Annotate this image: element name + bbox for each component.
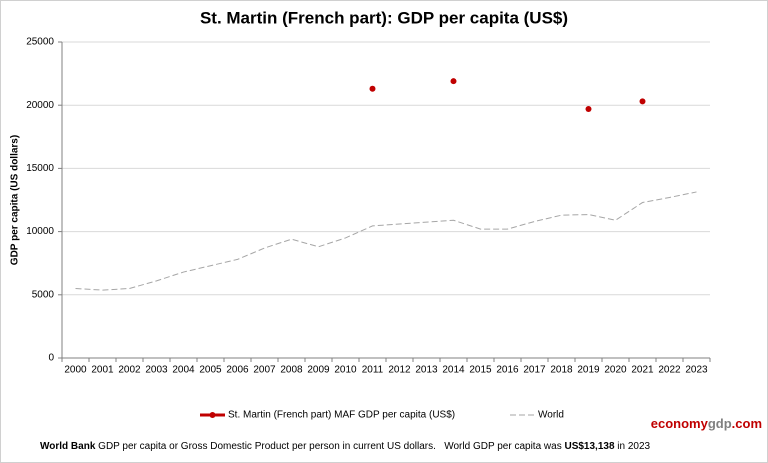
x-tick-label: 2004 [172,365,195,376]
brand-part: .com [732,416,762,431]
x-tick-label: 2012 [388,365,411,376]
y-tick-label: 10000 [26,226,54,237]
x-tick-label: 2001 [91,365,114,376]
x-tick-label: 2023 [685,365,708,376]
x-tick-label: 2018 [550,365,573,376]
y-axis-label: GDP per capita (US dollars) [10,135,21,265]
x-tick-label: 2017 [523,365,546,376]
x-tick-label: 2022 [658,365,681,376]
brand-part: economy [651,416,709,431]
x-tick-label: 2002 [118,365,141,376]
footnote-part: GDP per capita or Gross Domestic Product… [95,441,564,452]
data-point [450,78,457,85]
x-tick-label: 2006 [226,365,249,376]
legend-marker [209,412,216,418]
x-tick-label: 2014 [442,365,465,376]
brand-part: gdp [708,416,732,431]
x-tick-label: 2015 [469,365,492,376]
x-tick-label: 2009 [307,365,330,376]
footnote-part: World Bank [40,441,96,452]
data-point [585,105,592,112]
x-tick-label: 2021 [631,365,654,376]
legend-label: World [538,410,564,421]
y-tick-label: 25000 [26,37,54,48]
y-tick-label: 20000 [26,100,54,111]
footnote: World Bank GDP per capita or Gross Domes… [40,441,651,452]
x-tick-label: 2003 [145,365,168,376]
x-tick-label: 2011 [362,365,384,376]
y-tick-label: 5000 [32,289,55,300]
data-point [369,85,376,92]
x-tick-label: 2005 [199,365,222,376]
brand: economygdp.com [651,416,762,431]
chart-title: St. Martin (French part): GDP per capita… [200,8,568,27]
y-tick-label: 15000 [26,163,54,174]
footnote-part: in 2023 [615,441,651,452]
x-tick-label: 2013 [415,365,438,376]
footnote-part: US$13,138 [564,441,614,452]
x-tick-label: 2008 [280,365,303,376]
legend-label: St. Martin (French part) MAF GDP per cap… [228,410,455,421]
series-line [75,191,697,291]
x-tick-label: 2000 [64,365,87,376]
x-tick-label: 2010 [334,365,357,376]
x-tick-label: 2020 [604,365,627,376]
x-tick-label: 2016 [496,365,519,376]
x-tick-label: 2007 [253,365,276,376]
y-tick-label: 0 [48,353,54,364]
data-point [639,98,646,105]
x-tick-label: 2019 [577,365,600,376]
